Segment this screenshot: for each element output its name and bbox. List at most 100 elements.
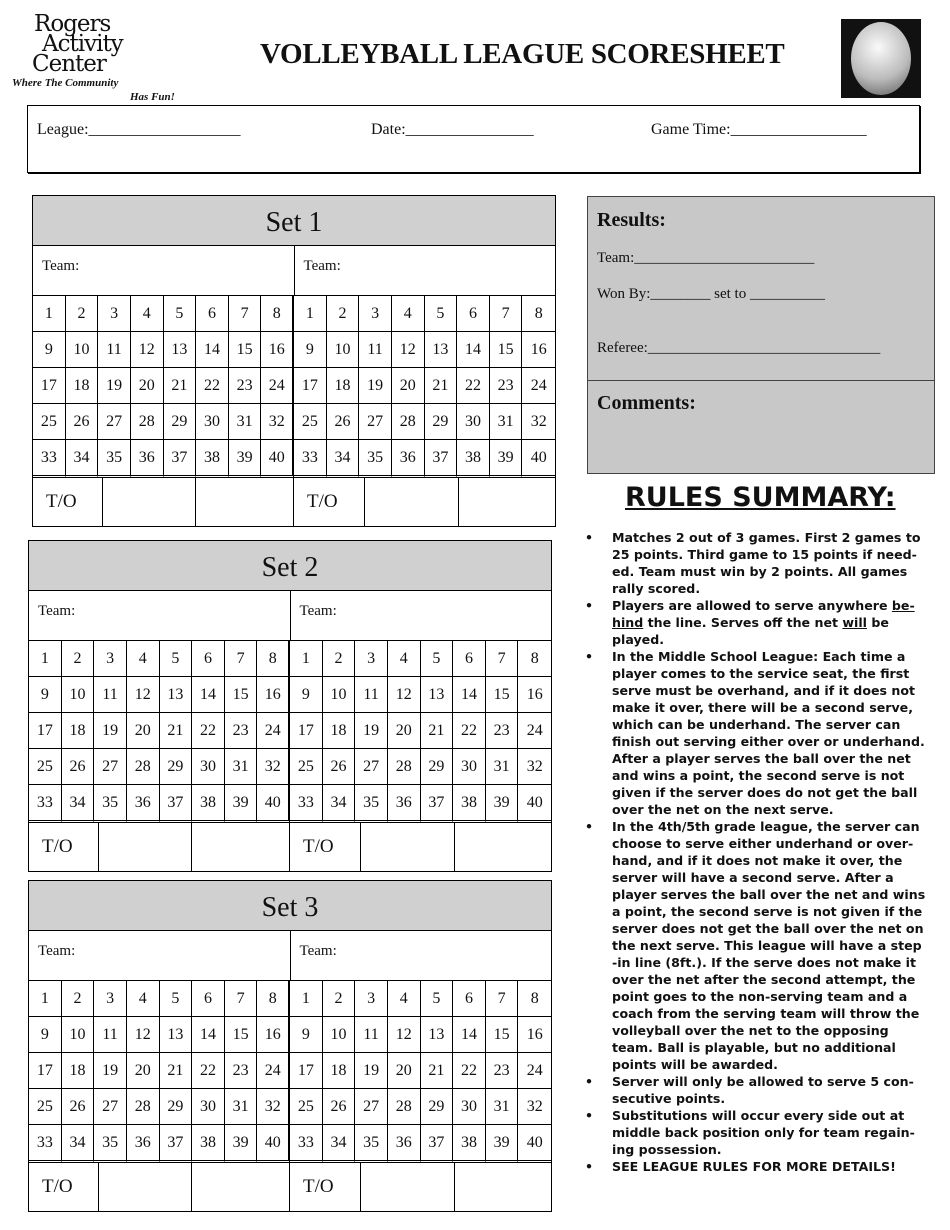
point-cell[interactable]: 17: [290, 1053, 323, 1089]
timeout-box[interactable]: [196, 478, 294, 526]
point-cell[interactable]: 14: [457, 332, 490, 368]
point-cell[interactable]: 33: [290, 785, 323, 823]
point-cell[interactable]: 20: [126, 713, 160, 749]
point-cell[interactable]: 18: [322, 1053, 356, 1089]
point-cell[interactable]: 22: [453, 713, 486, 749]
point-cell[interactable]: 26: [61, 1089, 95, 1125]
point-cell[interactable]: 13: [163, 332, 197, 368]
point-cell[interactable]: 38: [457, 440, 490, 478]
point-cell[interactable]: 21: [159, 1053, 193, 1089]
point-cell[interactable]: 33: [294, 440, 327, 478]
point-cell[interactable]: 9: [290, 677, 323, 713]
point-cell[interactable]: 35: [359, 440, 392, 478]
point-cell[interactable]: 25: [29, 1089, 62, 1125]
point-cell[interactable]: 23: [224, 1053, 258, 1089]
point-cell[interactable]: 23: [485, 713, 519, 749]
timeout-box[interactable]: [99, 1163, 192, 1211]
point-cell[interactable]: 4: [126, 981, 160, 1017]
timeout-box[interactable]: [361, 1163, 455, 1211]
point-cell[interactable]: 12: [391, 332, 425, 368]
point-cell[interactable]: 17: [294, 368, 327, 404]
point-cell[interactable]: 7: [224, 981, 258, 1017]
won-by-field[interactable]: Won By:________ set to __________: [597, 286, 825, 302]
point-cell[interactable]: 28: [126, 749, 160, 785]
point-cell[interactable]: 38: [453, 785, 486, 823]
point-cell[interactable]: 28: [130, 404, 164, 440]
point-cell[interactable]: 40: [518, 785, 551, 823]
point-cell[interactable]: 5: [424, 296, 458, 332]
point-cell[interactable]: 14: [453, 1017, 486, 1053]
point-cell[interactable]: 1: [290, 641, 323, 677]
point-cell[interactable]: 20: [130, 368, 164, 404]
point-cell[interactable]: 25: [33, 404, 66, 440]
timeout-box[interactable]: [361, 823, 455, 871]
point-cell[interactable]: 8: [518, 641, 551, 677]
point-cell[interactable]: 9: [29, 1017, 62, 1053]
point-cell[interactable]: 22: [192, 713, 225, 749]
point-cell[interactable]: 3: [355, 641, 388, 677]
point-cell[interactable]: 10: [322, 677, 356, 713]
point-cell[interactable]: 16: [261, 332, 294, 368]
point-cell[interactable]: 27: [94, 1089, 127, 1125]
point-cell[interactable]: 2: [61, 641, 95, 677]
point-cell[interactable]: 32: [257, 749, 290, 785]
date-field[interactable]: Date:________________: [371, 121, 534, 138]
point-cell[interactable]: 31: [228, 404, 262, 440]
point-cell[interactable]: 3: [94, 641, 127, 677]
point-cell[interactable]: 8: [261, 296, 294, 332]
point-cell[interactable]: 13: [159, 677, 193, 713]
point-cell[interactable]: 38: [453, 1125, 486, 1163]
point-cell[interactable]: 33: [33, 440, 66, 478]
point-cell[interactable]: 39: [224, 785, 258, 823]
point-cell[interactable]: 1: [29, 981, 62, 1017]
point-cell[interactable]: 30: [453, 1089, 486, 1125]
point-cell[interactable]: 31: [224, 1089, 258, 1125]
point-cell[interactable]: 21: [159, 713, 193, 749]
point-cell[interactable]: 10: [61, 677, 95, 713]
point-cell[interactable]: 10: [61, 1017, 95, 1053]
point-cell[interactable]: 17: [29, 1053, 62, 1089]
point-cell[interactable]: 21: [424, 368, 458, 404]
point-cell[interactable]: 24: [518, 713, 551, 749]
timeout-box[interactable]: [455, 823, 551, 871]
point-cell[interactable]: 17: [33, 368, 66, 404]
point-cell[interactable]: 16: [518, 677, 551, 713]
point-cell[interactable]: 11: [98, 332, 131, 368]
point-cell[interactable]: 7: [228, 296, 262, 332]
point-cell[interactable]: 20: [387, 713, 421, 749]
point-cell[interactable]: 26: [61, 749, 95, 785]
point-cell[interactable]: 16: [257, 1017, 290, 1053]
point-cell[interactable]: 3: [94, 981, 127, 1017]
team-a-field[interactable]: Team:: [29, 931, 291, 980]
point-cell[interactable]: 11: [94, 1017, 127, 1053]
point-cell[interactable]: 27: [355, 749, 388, 785]
point-cell[interactable]: 18: [61, 1053, 95, 1089]
point-cell[interactable]: 23: [228, 368, 262, 404]
point-cell[interactable]: 2: [322, 641, 356, 677]
point-cell[interactable]: 26: [322, 749, 356, 785]
point-cell[interactable]: 39: [224, 1125, 258, 1163]
point-cell[interactable]: 11: [94, 677, 127, 713]
timeout-box[interactable]: [103, 478, 196, 526]
point-cell[interactable]: 29: [420, 749, 454, 785]
point-cell[interactable]: 22: [196, 368, 229, 404]
point-cell[interactable]: 18: [326, 368, 360, 404]
point-cell[interactable]: 14: [196, 332, 229, 368]
point-cell[interactable]: 12: [387, 677, 421, 713]
timeout-box[interactable]: [192, 823, 290, 871]
timeout-box[interactable]: [459, 478, 555, 526]
point-cell[interactable]: 28: [387, 749, 421, 785]
point-cell[interactable]: 15: [224, 1017, 258, 1053]
point-cell[interactable]: 12: [387, 1017, 421, 1053]
point-cell[interactable]: 14: [453, 677, 486, 713]
point-cell[interactable]: 9: [290, 1017, 323, 1053]
point-cell[interactable]: 1: [29, 641, 62, 677]
point-cell[interactable]: 36: [387, 1125, 421, 1163]
point-cell[interactable]: 29: [163, 404, 197, 440]
point-cell[interactable]: 40: [257, 785, 290, 823]
point-cell[interactable]: 35: [98, 440, 131, 478]
point-cell[interactable]: 5: [163, 296, 197, 332]
point-cell[interactable]: 4: [387, 981, 421, 1017]
point-cell[interactable]: 27: [355, 1089, 388, 1125]
point-cell[interactable]: 13: [159, 1017, 193, 1053]
